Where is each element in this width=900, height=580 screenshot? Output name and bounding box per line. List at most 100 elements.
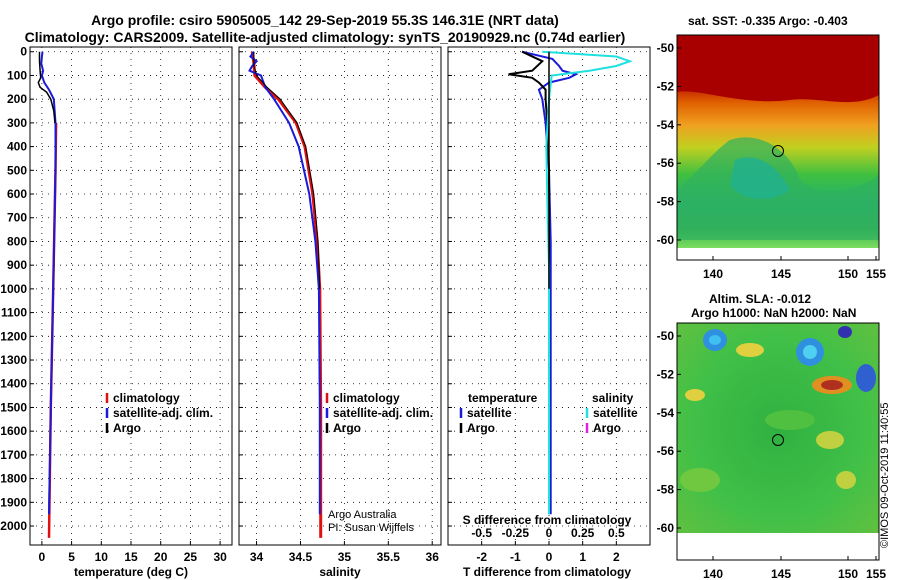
legend-entry: Argo — [593, 421, 621, 435]
lon-tick-label: 155 — [866, 567, 886, 580]
lat-tick-label: -58 — [657, 483, 675, 497]
x2-tick-label: 0 — [546, 526, 553, 540]
lat-tick-label: -50 — [657, 329, 675, 343]
depth-tick-label: 1900 — [0, 495, 27, 509]
depth-tick-label: 1200 — [0, 329, 27, 343]
sst-map — [676, 34, 880, 261]
x-tick-label: 25 — [184, 550, 198, 564]
x-axis-label: salinity — [319, 565, 361, 579]
x-tick-label: 36 — [426, 550, 440, 564]
x-tick-label: -1 — [510, 550, 521, 564]
depth-tick-label: 1800 — [0, 472, 27, 486]
x-tick-label: 0 — [546, 550, 553, 564]
lat-tick-label: -54 — [657, 406, 675, 420]
x2-tick-label: -0.25 — [502, 526, 530, 540]
series-argo — [37, 51, 56, 123]
x-tick-label: 5 — [68, 550, 75, 564]
x2-tick-label: -0.5 — [471, 526, 492, 540]
x-tick-label: 15 — [124, 550, 138, 564]
sst-map-title: sat. SST: -0.335 Argo: -0.403 — [688, 14, 848, 28]
plot-subtitle: Climatology: CARS2009. Satellite-adjuste… — [24, 29, 626, 45]
lon-tick-label: 155 — [866, 267, 886, 281]
sla-map-title-2: Argo h1000: NaN h2000: NaN — [691, 306, 857, 320]
depth-tick-label: 800 — [7, 234, 27, 248]
x-tick-label: 0 — [39, 550, 46, 564]
x-tick-label: 20 — [154, 550, 168, 564]
legend-entry: climatology — [333, 391, 400, 405]
x-tick-label: 34.5 — [289, 550, 313, 564]
depth-tick-label: 600 — [7, 187, 27, 201]
x-tick-label: 10 — [95, 550, 109, 564]
sla-map — [676, 322, 880, 561]
x-tick-label: 2 — [613, 550, 620, 564]
depth-tick-label: 500 — [7, 163, 27, 177]
panel-frame — [238, 46, 442, 546]
lat-tick-label: -56 — [657, 444, 675, 458]
x2-tick-label: 0.5 — [608, 526, 625, 540]
legend-temperature-title: temperature — [468, 391, 538, 405]
series-satellite-adj-clim — [40, 51, 57, 515]
depth-tick-label: 300 — [7, 116, 27, 130]
lon-tick-label: 150 — [838, 567, 858, 580]
x-tick-label: 30 — [213, 550, 227, 564]
legend-entry: satellite-adj. clim. — [113, 406, 213, 420]
x-axis-label: temperature (deg C) — [74, 565, 188, 579]
profile-panel-1: 0100200300400500600700800900100011001200… — [0, 45, 233, 579]
lat-tick-label: -54 — [657, 118, 675, 132]
profile-panels: 0100200300400500600700800900100011001200… — [0, 45, 651, 579]
x-axis-label: T difference from climatology — [463, 565, 631, 579]
legend-entry: satellite — [593, 406, 638, 420]
legend-salinity-title: salinity — [592, 391, 634, 405]
x-tick-label: 1 — [579, 550, 586, 564]
profile-panel-3: -2 -1 0 1 2 -0.5 -0.25 0 0.25 0.5S difference fro… — [447, 46, 651, 579]
depth-tick-label: 1400 — [0, 377, 27, 391]
depth-tick-label: 200 — [7, 92, 27, 106]
credit-line-2: PI: Susan Wijffels — [328, 522, 414, 534]
legend-entry: Argo — [467, 421, 495, 435]
depth-tick-label: 100 — [7, 68, 27, 82]
lon-tick-label: 145 — [771, 567, 791, 580]
sla-map-title-1: Altim. SLA: -0.012 — [709, 292, 812, 306]
depth-tick-label: 900 — [7, 258, 27, 272]
sla-argo-marker — [772, 434, 784, 446]
lon-tick-label: 140 — [703, 567, 723, 580]
lon-tick-label: 145 — [771, 267, 791, 281]
lat-tick-label: -56 — [657, 156, 675, 170]
lon-tick-label: 140 — [703, 267, 723, 281]
lon-tick-label: 150 — [838, 267, 858, 281]
legend-entry: satellite — [467, 406, 512, 420]
lat-tick-label: -52 — [657, 79, 675, 93]
lat-tick-label: -52 — [657, 367, 675, 381]
depth-tick-label: 1100 — [1, 306, 27, 320]
plot-title: Argo profile: csiro 5905005_142 29-Sep-2… — [91, 12, 559, 28]
sst-argo-marker — [772, 145, 784, 157]
x-tick-label: 35 — [338, 550, 352, 564]
credit-line-1: Argo Australia — [328, 509, 397, 521]
lat-tick-label: -60 — [657, 521, 675, 535]
x-tick-label: 34 — [250, 550, 264, 564]
lat-tick-label: -50 — [657, 41, 675, 55]
panel-frame — [29, 46, 233, 546]
x2-tick-label: 0.25 — [571, 526, 595, 540]
profile-panel-2: 34 34.5 35 35.5 36 salinity climatologysatelli… — [238, 46, 442, 579]
depth-tick-label: 0 — [20, 45, 27, 59]
legend-entry: climatology — [113, 391, 180, 405]
depth-tick-label: 1000 — [0, 282, 27, 296]
depth-tick-label: 700 — [7, 211, 27, 225]
lat-tick-label: -60 — [657, 233, 675, 247]
depth-tick-label: 400 — [7, 140, 27, 154]
depth-tick-label: 1500 — [0, 400, 27, 414]
x2-axis-label: S difference from climatology — [463, 513, 632, 527]
x-tick-label: 35.5 — [377, 550, 401, 564]
depth-tick-label: 1300 — [0, 353, 27, 367]
lat-tick-label: -58 — [657, 195, 675, 209]
depth-tick-label: 1700 — [0, 448, 27, 462]
depth-tick-label: 1600 — [0, 424, 27, 438]
depth-tick-label: 2000 — [0, 519, 27, 533]
series-satellite-adj-clim — [248, 51, 321, 515]
legend-entry: Argo — [333, 421, 361, 435]
legend-entry: Argo — [113, 421, 141, 435]
series-argo — [253, 51, 321, 289]
map-axes: -50 -52 -54 -56 -58 -60 140 145 150 155 -50 -52 -54 -… — [657, 41, 887, 580]
